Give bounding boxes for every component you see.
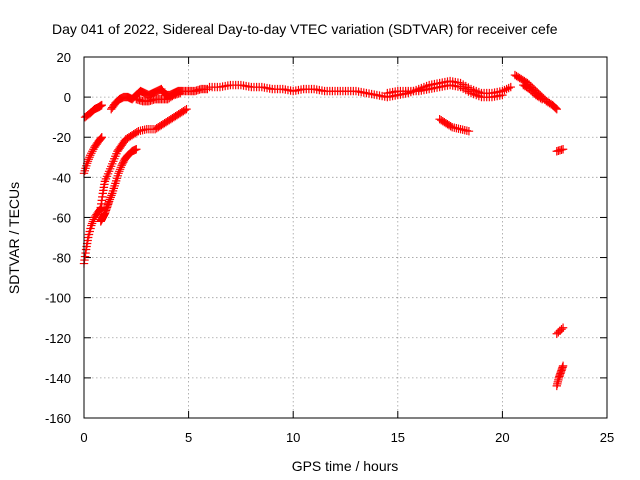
data-point <box>558 361 568 371</box>
y-tick-label: -160 <box>45 411 71 426</box>
x-tick-label: 20 <box>495 430 509 445</box>
data-point <box>558 145 568 154</box>
y-tick-label: -60 <box>52 210 71 225</box>
data-point <box>85 227 94 236</box>
series-seg-day-lower <box>383 80 507 102</box>
data-point <box>554 328 563 337</box>
data-point <box>182 104 191 114</box>
data-point <box>558 323 568 332</box>
data-point <box>551 103 560 113</box>
y-tick-label: -140 <box>45 371 71 386</box>
series-seg-late-deep <box>552 323 568 338</box>
y-tick-label: -120 <box>45 331 71 346</box>
y-tick-label: -100 <box>45 291 71 306</box>
data-point <box>180 105 190 115</box>
data-point <box>446 121 455 131</box>
data-point <box>118 159 127 168</box>
data-point <box>557 325 566 334</box>
data-point <box>117 161 126 170</box>
series-seg-late-mid <box>552 145 568 156</box>
series-seg-late-lower <box>519 80 547 104</box>
series-seg-dip <box>435 114 474 136</box>
plot-frame <box>83 56 608 419</box>
series-seg-early-top <box>80 100 106 122</box>
axis-ticks: -160 -140 -120 -100 -80 -60 -40 -20 0 20 0 5 10 15 20 2… <box>45 50 614 445</box>
data-point <box>132 128 142 137</box>
x-tick-label: 25 <box>600 430 614 445</box>
x-axis-label: GPS time / hours <box>292 458 399 474</box>
series-seg-morning-lower <box>132 88 185 106</box>
x-tick-label: 10 <box>286 430 300 445</box>
data-point <box>464 127 474 136</box>
y-axis-label: SDTVAR / TECUs <box>6 182 22 294</box>
series-seg-morning <box>106 84 212 114</box>
chart-title: Day 041 of 2022, Sidereal Day-to-day VTE… <box>52 21 558 37</box>
data-series <box>79 70 568 391</box>
data-point <box>552 104 561 114</box>
series-seg-late-deepest <box>552 361 568 391</box>
grid <box>84 57 607 418</box>
series-seg-day <box>205 76 515 102</box>
data-point <box>97 100 106 110</box>
data-point <box>506 82 515 92</box>
data-point <box>96 134 106 143</box>
series-seg-rising-d <box>96 145 141 226</box>
x-tick-label: 0 <box>80 430 87 445</box>
data-point <box>525 84 534 94</box>
y-tick-label: -40 <box>52 170 71 185</box>
series-seg-late <box>510 70 561 114</box>
x-tick-label: 15 <box>391 430 405 445</box>
data-point <box>84 230 94 239</box>
data-point <box>536 93 545 103</box>
series-seg-rising-c <box>96 104 191 212</box>
data-point <box>537 94 547 104</box>
y-tick-label: 0 <box>64 90 71 105</box>
y-tick-label: -80 <box>52 251 71 266</box>
data-point <box>555 326 565 335</box>
data-point <box>552 329 561 338</box>
series-seg-rising-b <box>79 203 106 268</box>
data-point <box>132 145 141 154</box>
data-point <box>528 87 537 97</box>
data-point <box>498 90 507 100</box>
x-tick-label: 5 <box>185 430 192 445</box>
data-point <box>83 233 93 242</box>
data-point <box>176 88 185 98</box>
y-tick-label: 20 <box>57 50 71 65</box>
data-point <box>526 86 536 95</box>
data-point <box>86 224 95 233</box>
data-point <box>168 91 177 101</box>
y-tick-label: -20 <box>52 130 71 145</box>
data-point <box>97 133 106 142</box>
